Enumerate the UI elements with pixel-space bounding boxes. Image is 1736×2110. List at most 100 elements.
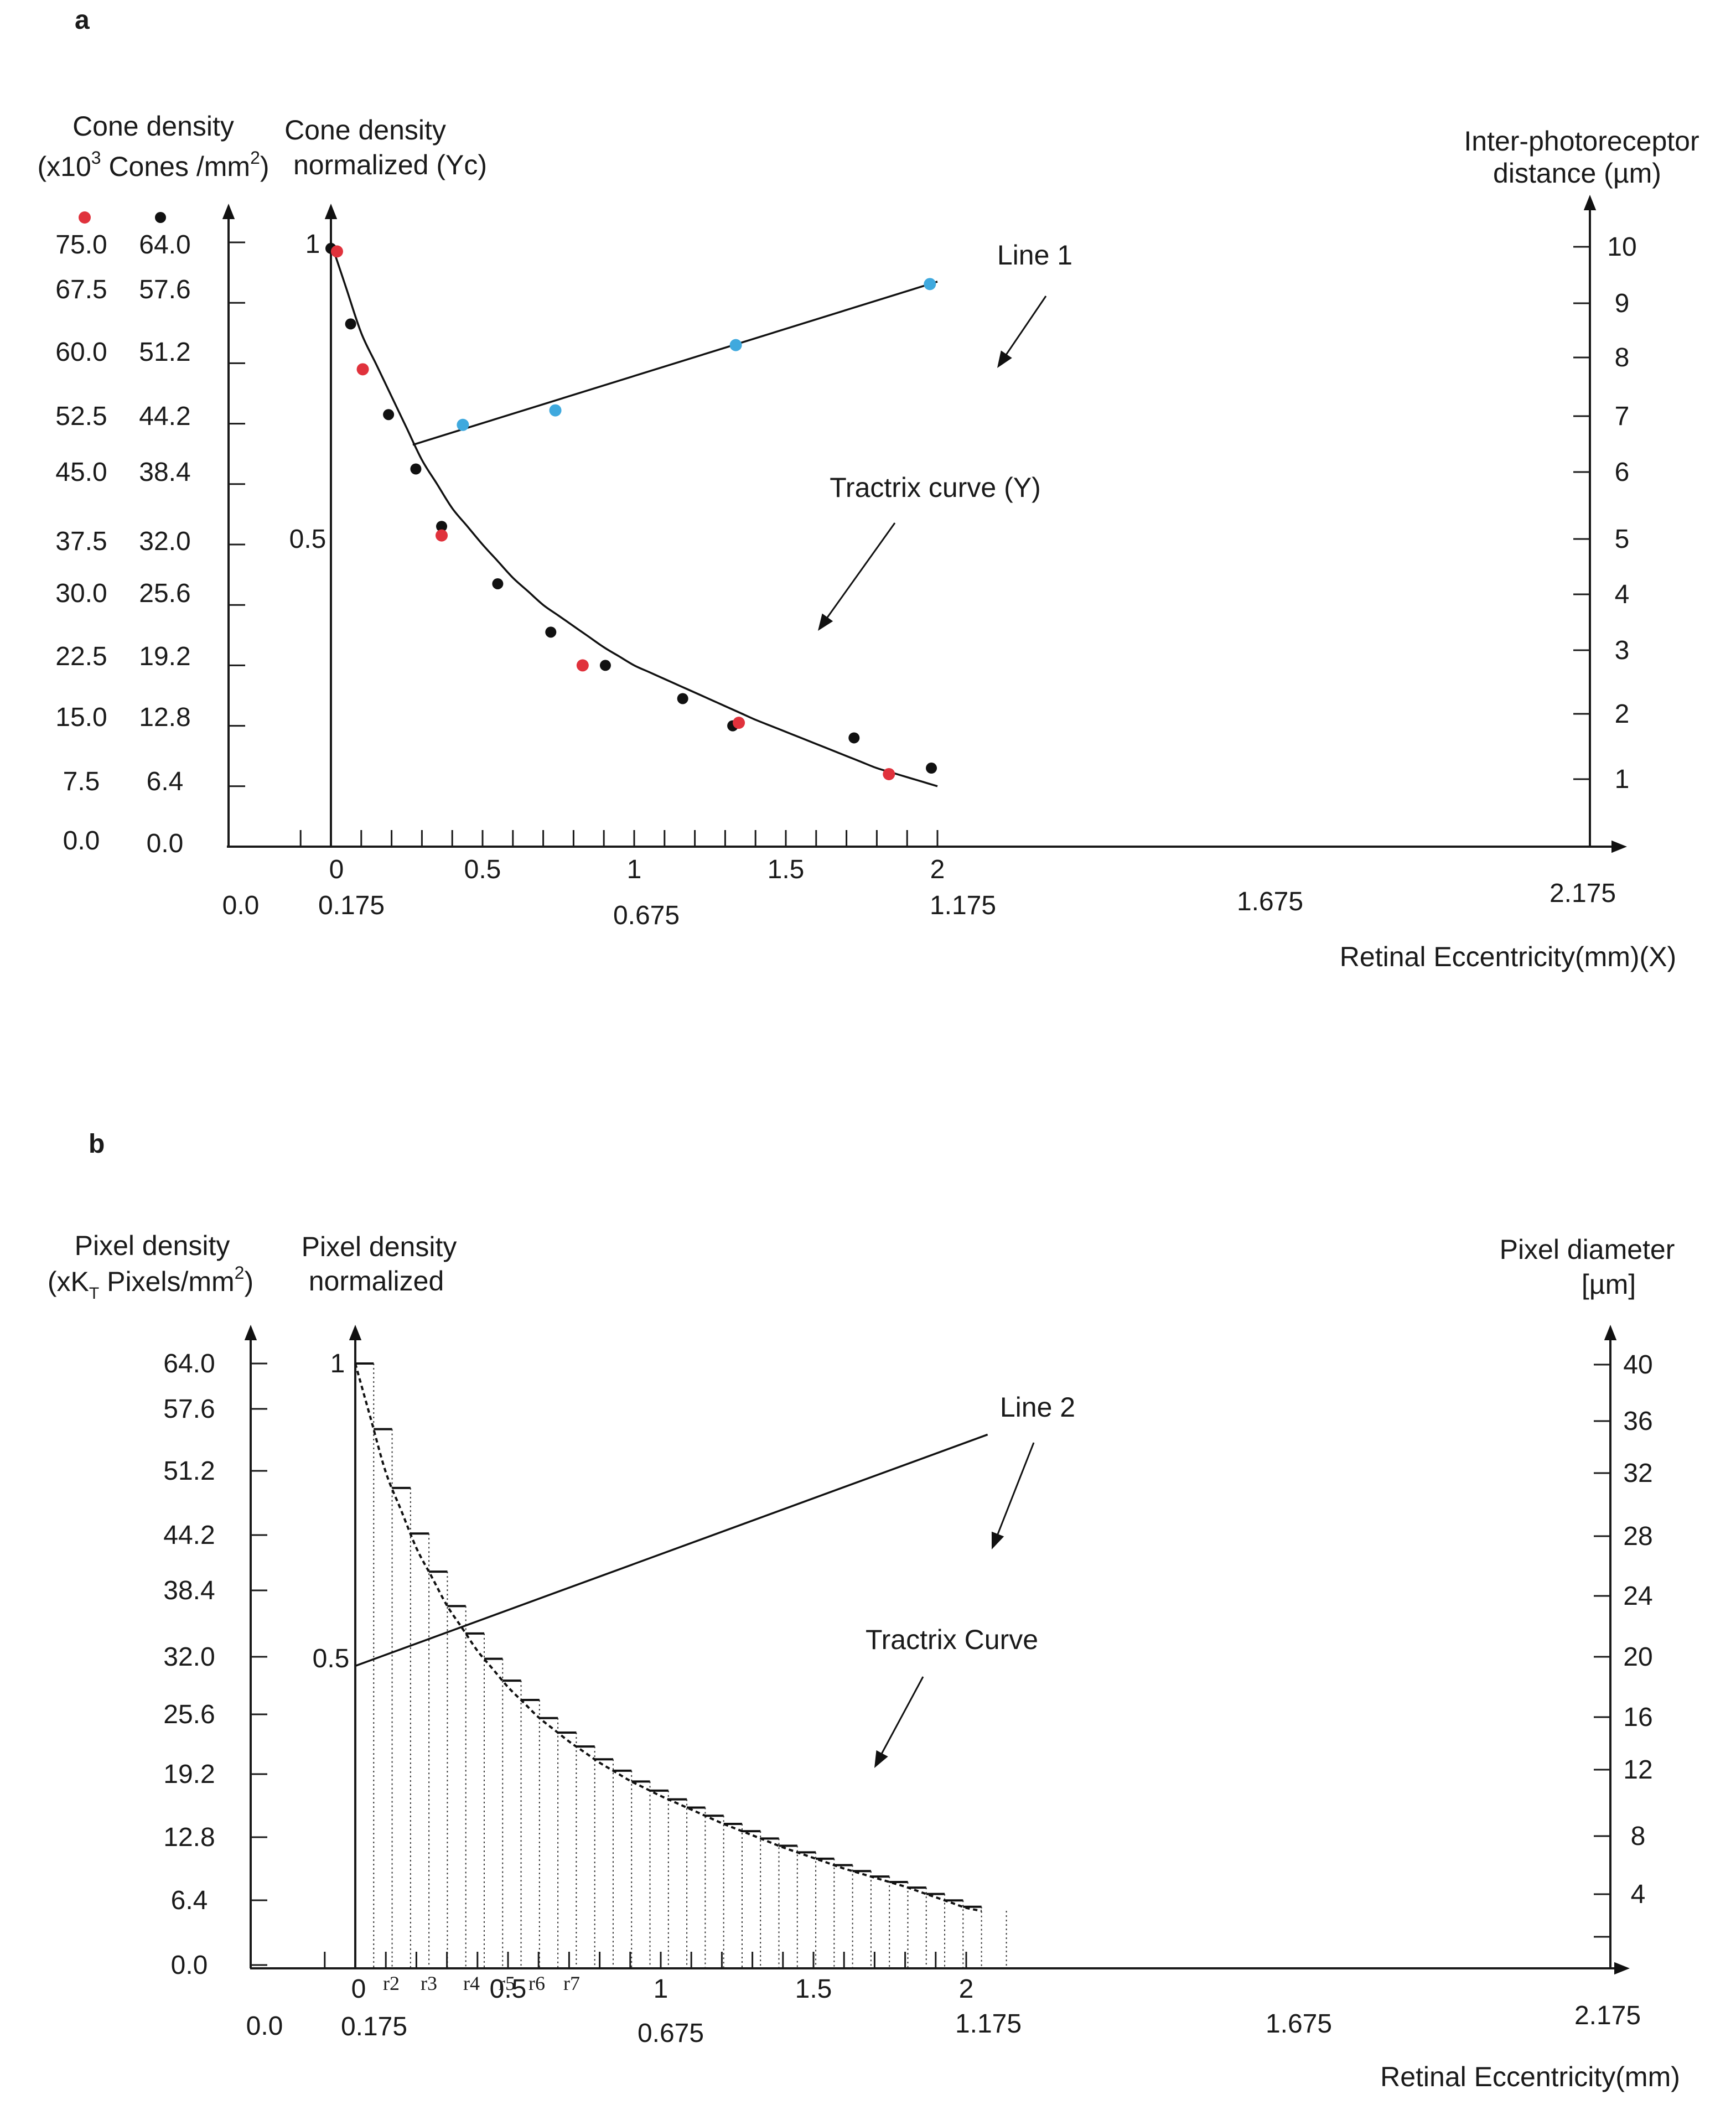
tractrix-label: Tractrix Curve xyxy=(866,1624,1038,1655)
x-tick-label-secondary: 0.675 xyxy=(613,901,680,930)
black-scale-tick-label: 12.8 xyxy=(139,703,190,732)
black-scale-tick-label: 32.0 xyxy=(139,527,190,556)
panel-b-axes: 0 0.5 1 1.5 2 0.0 0.175 0.675 1.175 1.675 2.175 r2 r… xyxy=(163,1325,1653,2048)
black-scale-tick-label: 19.2 xyxy=(139,642,190,671)
pixel-diameter-tick-label: 16 xyxy=(1623,1703,1652,1732)
ring-radius-label: r2 xyxy=(383,1972,400,1994)
tractrix-curve xyxy=(330,242,938,787)
red-scale-tick-label: 7.5 xyxy=(63,767,100,796)
pixel-density-tick-label: 64.0 xyxy=(163,1349,215,1378)
panel-a-axes: 0 0.5 1 1.5 2 0.0 0.175 0.675 1.175 1.675 2.175 75.… xyxy=(55,195,1637,930)
black-data-point xyxy=(436,521,448,532)
pixel-density-tick-label: 51.2 xyxy=(163,1456,215,1486)
pixel-density-tick-label: 44.2 xyxy=(163,1521,215,1550)
normalized-axis-title-line1: Cone density xyxy=(284,115,446,146)
pixel-normalized-axis-title-line1: Pixel density xyxy=(302,1231,457,1262)
x-tick-label-secondary: 0.175 xyxy=(318,891,385,920)
right-tick-label: 8 xyxy=(1615,343,1630,372)
red-scale-tick-label: 67.5 xyxy=(55,275,107,304)
x-tick-label: 0.5 xyxy=(490,1974,527,2004)
black-data-point xyxy=(383,409,395,421)
panel-a-curves: Line 1 Tractrix curve (Y) xyxy=(330,240,1072,787)
red-scale-tick-label: 60.0 xyxy=(55,338,107,367)
red-scale-tick-label: 45.0 xyxy=(55,458,107,487)
pixel-density-axis-title-line1: Pixel density xyxy=(75,1230,230,1261)
pixel-density-tick-label: 0.0 xyxy=(171,1951,208,1980)
tractrix-pointer xyxy=(825,522,896,620)
x-tick-label: 1 xyxy=(627,855,642,884)
red-data-point xyxy=(733,717,745,729)
normalized-axis-title-line2: normalized (Yc) xyxy=(293,149,487,180)
panel-a-points xyxy=(325,242,937,780)
left-scale-axis-arrow xyxy=(222,204,235,219)
red-data-point xyxy=(356,363,369,376)
x-tick-label: 0 xyxy=(329,855,344,884)
x-tick-label: 1.5 xyxy=(768,855,805,884)
line-1-pointer-head xyxy=(997,350,1012,368)
pixel-density-tick-label: 38.4 xyxy=(163,1576,215,1605)
x-tick-label: 0.5 xyxy=(464,855,501,884)
x-tick-label-secondary: 0.0 xyxy=(222,891,260,920)
red-scale-tick-label: 22.5 xyxy=(55,642,107,671)
normalized-tick-label: 1 xyxy=(305,230,320,259)
pixel-diameter-axis-title-line1: Pixel diameter xyxy=(1500,1234,1675,1265)
pixel-density-tick-label: 25.6 xyxy=(163,1700,215,1729)
line-2-pointer-head xyxy=(991,1531,1004,1549)
pixel-density-axis-arrow xyxy=(244,1325,257,1340)
pixel-diameter-tick-label: 24 xyxy=(1623,1582,1652,1611)
x-tick-label-secondary: 0.675 xyxy=(638,2019,704,2048)
panel-a-letter: a xyxy=(75,6,90,35)
red-scale-tick-label: 75.0 xyxy=(55,230,107,260)
x-tick-label-secondary: 1.175 xyxy=(955,2009,1022,2039)
x-tick-label: 1 xyxy=(654,1974,669,2004)
right-tick-label: 2 xyxy=(1615,699,1630,729)
tractrix-pointer-head xyxy=(818,613,833,631)
x-tick-label-secondary: 2.175 xyxy=(1550,879,1616,908)
panel-b-step-bars xyxy=(355,1362,1007,1968)
right-axis-title-line2: distance (µm) xyxy=(1493,158,1661,189)
blue-data-point xyxy=(729,339,742,351)
normalized-tick-label: 0.5 xyxy=(289,525,327,554)
blue-data-point xyxy=(924,278,936,291)
right-tick-label: 10 xyxy=(1607,232,1636,262)
tractrix-pointer xyxy=(879,1676,924,1758)
line-1 xyxy=(412,281,938,446)
pixel-diameter-tick-label: 20 xyxy=(1623,1642,1652,1672)
ring-radius-label: r6 xyxy=(528,1972,545,1994)
pixel-density-tick-label: 12.8 xyxy=(163,1823,215,1852)
black-data-point xyxy=(345,318,356,330)
tractrix-pointer-head xyxy=(874,1750,888,1768)
right-tick-label: 9 xyxy=(1615,289,1630,318)
x-tick-label-secondary: 1.675 xyxy=(1266,2009,1332,2039)
black-data-point xyxy=(926,763,937,774)
pixel-density-tick-label: 6.4 xyxy=(171,1886,208,1915)
line-1-pointer xyxy=(1002,295,1047,360)
red-scale-marker xyxy=(79,211,91,224)
x-tick-label: 0 xyxy=(351,1974,366,2004)
pixel-density-tick-label: 32.0 xyxy=(163,1642,215,1672)
right-tick-label: 7 xyxy=(1615,402,1630,431)
pixel-diameter-tick-label: 12 xyxy=(1623,1755,1652,1785)
red-data-point xyxy=(330,245,343,258)
tractrix-curve-dashed xyxy=(354,1363,982,1912)
right-tick-label: 3 xyxy=(1615,636,1630,665)
pixel-diameter-tick-label: 4 xyxy=(1631,1880,1646,1909)
x-tick-label: 1.5 xyxy=(795,1974,832,2004)
x-tick-label: 2 xyxy=(930,855,945,884)
pixel-diameter-axis-title-line2: [µm] xyxy=(1582,1269,1636,1300)
x-tick-label-secondary: 1.175 xyxy=(930,891,996,920)
right-tick-label: 1 xyxy=(1615,765,1630,794)
black-scale-tick-label: 64.0 xyxy=(139,230,190,260)
panel-b-letter: b xyxy=(89,1129,105,1159)
black-scale-marker xyxy=(155,212,166,223)
line-2-pointer xyxy=(995,1442,1035,1539)
panel-b-curves: Line 2 Tractrix Curve xyxy=(354,1363,1075,1912)
black-scale-tick-label: 0.0 xyxy=(147,829,184,858)
right-axis-arrow xyxy=(1583,195,1597,210)
x-tick-label: 2 xyxy=(959,1974,974,2004)
pixel-diameter-tick-label: 32 xyxy=(1623,1459,1652,1488)
red-data-point xyxy=(576,659,589,672)
pixel-density-tick-label: 19.2 xyxy=(163,1760,215,1789)
pixel-diameter-tick-label: 36 xyxy=(1623,1407,1652,1436)
ring-radius-label: r3 xyxy=(421,1972,437,1994)
